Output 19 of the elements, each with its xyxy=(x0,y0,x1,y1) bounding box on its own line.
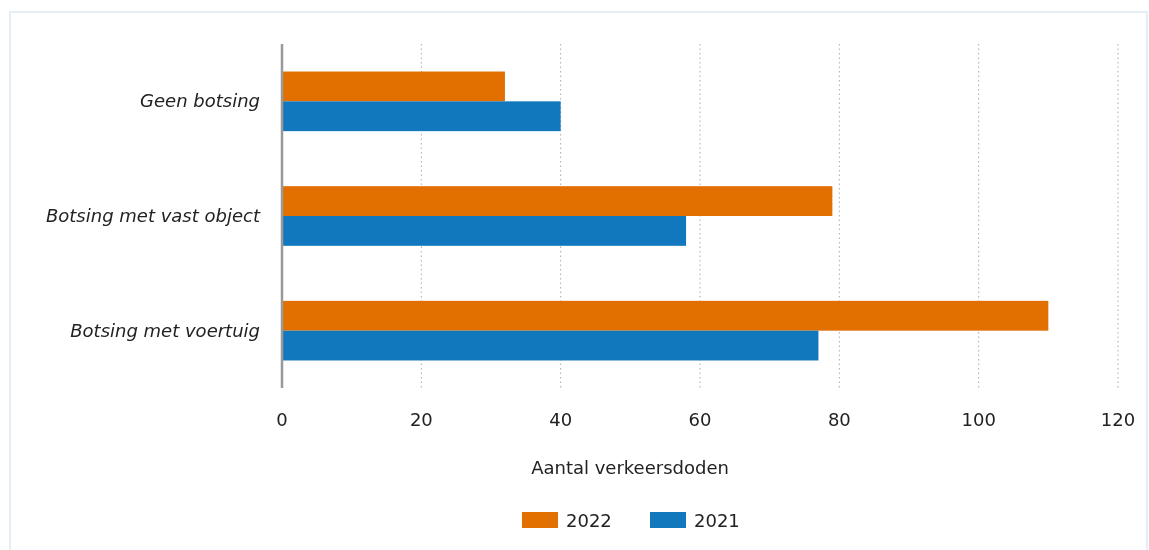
x-tick-label: 80 xyxy=(827,409,851,430)
legend-label: 2022 xyxy=(566,510,612,531)
y-tick-label: Botsing met vast object xyxy=(45,205,261,226)
x-tick-label: 100 xyxy=(961,409,996,430)
bar xyxy=(282,186,833,216)
bar xyxy=(282,300,1049,331)
x-tick-label: 40 xyxy=(549,409,573,430)
x-tick-label: 20 xyxy=(409,409,433,430)
bar xyxy=(282,330,819,361)
x-tick-label: 120 xyxy=(1100,409,1136,430)
bar xyxy=(282,101,561,132)
bar xyxy=(282,71,505,102)
x-tick-label: 0 xyxy=(276,409,288,430)
x-tick-label: 60 xyxy=(688,409,712,430)
bar xyxy=(282,216,687,246)
x-axis-title: Aantal verkeersdoden xyxy=(531,457,729,478)
legend-label: 2021 xyxy=(694,510,740,531)
y-tick-label: Geen botsing xyxy=(140,90,260,112)
y-tick-label: Botsing met voertuig xyxy=(70,319,260,341)
